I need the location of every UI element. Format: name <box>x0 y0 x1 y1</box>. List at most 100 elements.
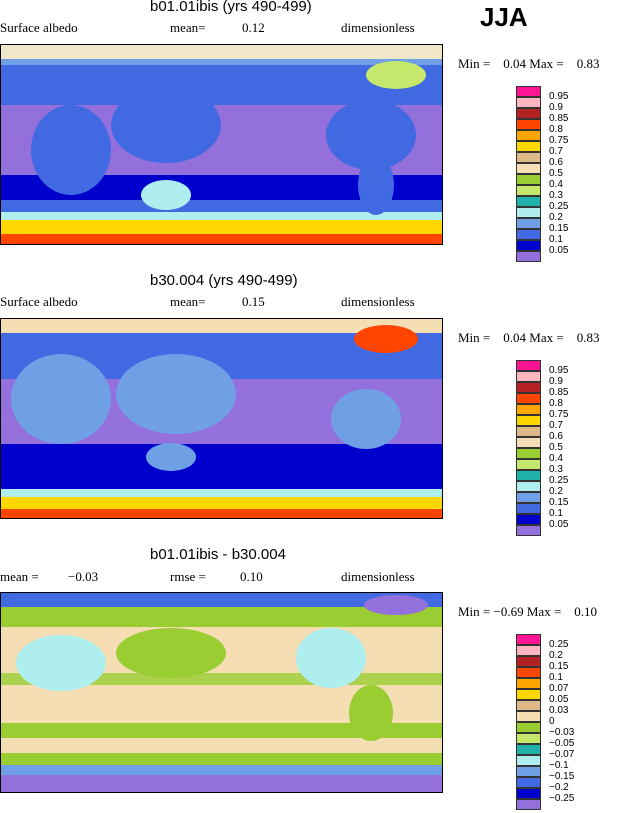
colorbar-label: 0.9 <box>549 102 563 113</box>
panel-1-max-value: 0.83 <box>576 56 600 71</box>
panel-1-mean-label: mean= <box>170 20 206 35</box>
colorbar-swatch <box>516 700 541 711</box>
colorbar-swatch <box>516 240 541 251</box>
colorbar-label: −0.2 <box>549 782 569 793</box>
panel-2-mean-value: 0.15 <box>242 294 265 309</box>
colorbar-swatch <box>516 470 541 481</box>
panel-3-rmse-label: rmse = <box>170 569 206 584</box>
colorbar-label: 0.7 <box>549 146 563 157</box>
colorbar-label: −0.1 <box>549 760 569 771</box>
panel-2-map-svg <box>1 319 442 518</box>
colorbar-swatch <box>516 130 541 141</box>
colorbar-swatch <box>516 503 541 514</box>
colorbar-label: 0.07 <box>549 683 569 694</box>
colorbar-label: 0.05 <box>549 694 569 705</box>
colorbar-label: 0.7 <box>549 420 563 431</box>
colorbar-label: 0.9 <box>549 376 563 387</box>
colorbar-label: 0.3 <box>549 464 563 475</box>
colorbar-label: 0.25 <box>549 201 569 212</box>
colorbar-label: −0.25 <box>549 793 575 804</box>
colorbar-swatch <box>516 108 541 119</box>
panel-3-min-label: Min = <box>458 604 491 619</box>
panel-2-max-value: 0.83 <box>576 330 600 345</box>
panel-2-max-label: Max = <box>529 330 564 345</box>
colorbar-label: 0.15 <box>549 497 569 508</box>
colorbar-swatch <box>516 97 541 108</box>
colorbar-label: −0.07 <box>549 749 575 760</box>
colorbar-label: 0.25 <box>549 475 569 486</box>
colorbar-swatch <box>516 667 541 678</box>
colorbar-swatch <box>516 766 541 777</box>
colorbar-swatch <box>516 711 541 722</box>
panel-1-min-label: Min = <box>458 56 491 71</box>
panel-1-minmax: Min = 0.04 Max = 0.83 <box>458 56 599 72</box>
panel-1-variable-label: Surface albedo <box>0 20 78 35</box>
colorbar-swatch <box>516 86 541 97</box>
colorbar-swatch <box>516 251 541 262</box>
colorbar-label: −0.03 <box>549 727 575 738</box>
colorbar-swatch <box>516 755 541 766</box>
colorbar-swatch <box>516 744 541 755</box>
colorbar-label: 0.8 <box>549 124 563 135</box>
colorbar-label: 0.75 <box>549 409 569 420</box>
colorbar-swatch <box>516 777 541 788</box>
colorbar-label: 0.1 <box>549 508 563 519</box>
colorbar-label: 0.15 <box>549 661 569 672</box>
colorbar-label: 0.05 <box>549 519 569 530</box>
colorbar-swatch <box>516 799 541 810</box>
colorbar-swatch <box>516 689 541 700</box>
panel-3-units-label: dimensionless <box>341 569 415 584</box>
season-label: JJA <box>480 2 528 32</box>
colorbar-label: 0.25 <box>549 639 569 650</box>
colorbar-label: −0.15 <box>549 771 575 782</box>
panel-2-variable-label: Surface albedo <box>0 294 78 309</box>
colorbar-label: 0.4 <box>549 179 563 190</box>
panel-3-max-label: Max = <box>526 604 562 619</box>
colorbar-swatch <box>516 733 541 744</box>
colorbar-swatch <box>516 525 541 536</box>
panel-2-title: b30.004 (yrs 490-499) <box>150 272 298 289</box>
panel-3-title: b01.01ibis - b30.004 <box>150 546 286 563</box>
colorbar-swatch <box>516 415 541 426</box>
panel-1-map <box>0 44 443 245</box>
colorbar-swatch <box>516 393 541 404</box>
panel-3-minmax: Min = −0.69 Max = 0.10 <box>458 604 597 620</box>
panel-1-mean-value: 0.12 <box>242 20 265 35</box>
colorbar-swatch <box>516 722 541 733</box>
panel-2-minmax: Min = 0.04 Max = 0.83 <box>458 330 599 346</box>
colorbar-label: 0.3 <box>549 190 563 201</box>
colorbar-swatch <box>516 371 541 382</box>
colorbar-swatch <box>516 678 541 689</box>
colorbar-label: 0.5 <box>549 442 563 453</box>
colorbar-swatch <box>516 119 541 130</box>
colorbar-swatch <box>516 229 541 240</box>
colorbar-label: 0.85 <box>549 113 569 124</box>
colorbar-label: 0.1 <box>549 672 563 683</box>
colorbar-label: 0.1 <box>549 234 563 245</box>
colorbar-swatch <box>516 207 541 218</box>
colorbar-label: 0.95 <box>549 91 569 102</box>
colorbar-swatch <box>516 360 541 371</box>
colorbar-swatch <box>516 437 541 448</box>
colorbar-swatch <box>516 656 541 667</box>
panel-1-title: b01.01ibis (yrs 490-499) <box>150 0 312 15</box>
panel-1-units-label: dimensionless <box>341 20 415 35</box>
colorbar-label: 0.4 <box>549 453 563 464</box>
colorbar-label: 0.8 <box>549 398 563 409</box>
panel-1-max-label: Max = <box>529 56 564 71</box>
panel-2-units-label: dimensionless <box>341 294 415 309</box>
panel-2-min-value: 0.04 <box>503 330 527 345</box>
colorbar-label: 0.05 <box>549 245 569 256</box>
colorbar-label: 0.6 <box>549 157 563 168</box>
panel-3-mean-value: −0.03 <box>68 569 99 584</box>
colorbar-swatch <box>516 196 541 207</box>
colorbar-swatch <box>516 141 541 152</box>
colorbar-label: 0.75 <box>549 135 569 146</box>
panel-3-map <box>0 592 443 793</box>
panel-1-min-value: 0.04 <box>503 56 527 71</box>
colorbar-label: 0.95 <box>549 365 569 376</box>
colorbar-swatch <box>516 459 541 470</box>
colorbar-swatch <box>516 185 541 196</box>
colorbar-swatch <box>516 481 541 492</box>
colorbar-swatch <box>516 426 541 437</box>
